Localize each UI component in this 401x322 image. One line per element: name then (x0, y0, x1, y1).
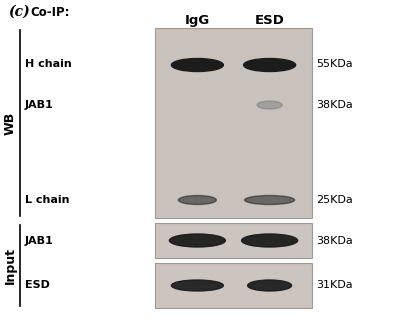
Ellipse shape (245, 195, 295, 204)
Text: H chain: H chain (25, 59, 72, 69)
Bar (155, 28, 312, 218)
Bar (155, 263, 312, 308)
Text: ESD: ESD (255, 14, 285, 26)
Ellipse shape (244, 59, 296, 71)
Text: 31KDa: 31KDa (316, 280, 352, 290)
Text: L chain: L chain (25, 195, 69, 205)
Text: (c): (c) (8, 5, 30, 19)
Text: 55KDa: 55KDa (316, 59, 352, 69)
Ellipse shape (169, 234, 225, 247)
Text: JAB1: JAB1 (25, 100, 54, 110)
Ellipse shape (178, 195, 217, 204)
Text: Input: Input (4, 247, 16, 284)
Ellipse shape (247, 280, 292, 291)
Text: 38KDa: 38KDa (316, 100, 353, 110)
Text: WB: WB (4, 111, 16, 135)
Text: 38KDa: 38KDa (316, 235, 353, 245)
Ellipse shape (171, 280, 223, 291)
Ellipse shape (242, 234, 298, 247)
Text: ESD: ESD (25, 280, 50, 290)
Bar (155, 223, 312, 258)
Text: Co-IP:: Co-IP: (30, 5, 69, 18)
Text: IgG: IgG (185, 14, 210, 26)
Ellipse shape (257, 101, 282, 109)
Text: 25KDa: 25KDa (316, 195, 353, 205)
Ellipse shape (171, 59, 223, 71)
Text: JAB1: JAB1 (25, 235, 54, 245)
